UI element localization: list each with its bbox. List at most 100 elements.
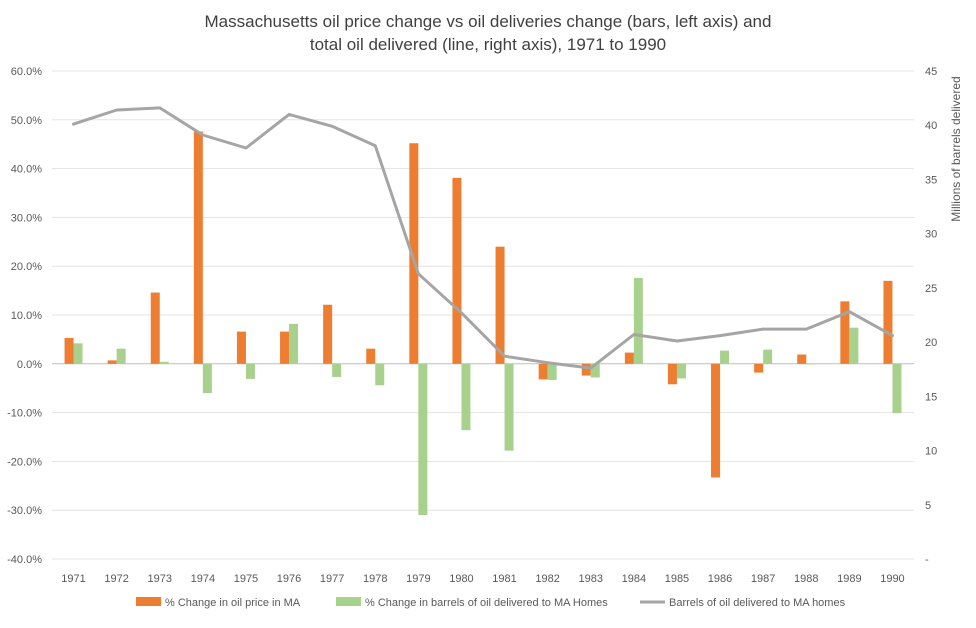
- x-tick-label: 1971: [61, 573, 85, 585]
- left-axis-ticks: -40.0% -30.0% -20.0% -10.0% 0.0% 10.0% 20.0% 30…: [7, 66, 42, 566]
- left-tick-label: 10.0%: [11, 310, 42, 322]
- x-tick-label: 1987: [751, 573, 775, 585]
- barrels-delivered-line: [72, 106, 894, 370]
- x-tick-label: 1977: [320, 573, 344, 585]
- right-tick-label: 40: [925, 120, 937, 132]
- deliveries-change-bar: [73, 343, 83, 364]
- price-change-bar: [883, 280, 893, 364]
- left-tick-label: 50.0%: [11, 115, 42, 127]
- x-tick-label: 1986: [708, 573, 732, 585]
- deliveries-change-bar: [806, 363, 816, 365]
- deliveries-change-bar: [159, 361, 169, 364]
- right-axis-title: Millions of barrels delivered: [949, 76, 963, 221]
- price-change-bar: [754, 363, 764, 373]
- deliveries-change-bar: [763, 349, 773, 364]
- right-tick-label: -: [925, 554, 929, 566]
- legend-label: % Change in barrels of oil delivered to …: [365, 597, 608, 609]
- price-change-bar: [624, 352, 634, 364]
- left-tick-label: -30.0%: [7, 505, 42, 517]
- left-tick-label: -20.0%: [7, 456, 42, 468]
- price-change-bar: [711, 363, 721, 478]
- bar-series: [64, 131, 902, 516]
- x-axis-ticks: 1971 1972 1973 1974 1975 1976 1977 1978 1979 1980…: [61, 573, 904, 585]
- deliveries-change-bar: [245, 363, 255, 379]
- legend-swatch: [336, 597, 361, 606]
- right-tick-label: 25: [925, 283, 937, 295]
- x-tick-label: 1976: [277, 573, 301, 585]
- right-tick-label: 35: [925, 174, 937, 186]
- price-change-bar: [667, 363, 677, 385]
- right-tick-label: 5: [925, 500, 931, 512]
- price-change-bar: [797, 354, 807, 364]
- x-tick-label: 1985: [665, 573, 689, 585]
- chart-title: Massachusetts oil price change vs oil de…: [0, 10, 976, 56]
- x-tick-label: 1978: [363, 573, 387, 585]
- legend-label: % Change in oil price in MA: [165, 597, 301, 609]
- price-change-bar: [107, 360, 117, 364]
- x-tick-label: 1989: [837, 573, 861, 585]
- price-change-bar: [236, 331, 246, 364]
- x-tick-label: 1972: [104, 573, 128, 585]
- left-tick-label: 30.0%: [11, 212, 42, 224]
- price-change-bar: [538, 363, 548, 380]
- price-change-bar: [452, 177, 462, 364]
- x-tick-label: 1990: [880, 573, 904, 585]
- deliveries-change-bar: [461, 363, 471, 431]
- right-tick-label: 30: [925, 229, 937, 241]
- price-change-bar: [409, 143, 419, 364]
- left-tick-label: -10.0%: [7, 408, 42, 420]
- chart-title-line-2: total oil delivered (line, right axis), …: [309, 35, 667, 54]
- x-tick-label: 1983: [579, 573, 603, 585]
- gridlines: [52, 70, 914, 560]
- deliveries-change-bar: [676, 363, 686, 379]
- deliveries-change-bar: [590, 363, 600, 378]
- price-change-bar: [581, 363, 591, 376]
- left-tick-label: 0.0%: [17, 359, 42, 371]
- left-tick-label: -40.0%: [7, 554, 42, 566]
- deliveries-change-bar: [332, 363, 342, 377]
- legend: % Change in oil price in MA % Change in b…: [136, 597, 846, 609]
- deliveries-change-bar: [547, 363, 557, 380]
- price-change-bar: [280, 331, 290, 364]
- right-tick-label: 45: [925, 66, 937, 78]
- deliveries-change-bar: [720, 350, 730, 364]
- x-tick-label: 1973: [148, 573, 172, 585]
- right-axis-ticks: - 5 10 15 20 25 30 35 40 45: [925, 66, 937, 566]
- deliveries-change-bar: [892, 363, 902, 414]
- deliveries-change-bar: [633, 277, 643, 364]
- deliveries-change-bar: [202, 363, 212, 394]
- price-change-bar: [366, 348, 376, 364]
- x-tick-label: 1984: [622, 573, 646, 585]
- x-tick-label: 1975: [234, 573, 258, 585]
- right-tick-label: 10: [925, 446, 937, 458]
- deliveries-change-bar: [116, 348, 126, 364]
- deliveries-change-bar: [375, 363, 385, 386]
- left-tick-label: 40.0%: [11, 164, 42, 176]
- deliveries-change-bar: [418, 363, 428, 516]
- x-tick-label: 1980: [449, 573, 473, 585]
- deliveries-change-bar: [504, 363, 514, 451]
- chart-title-line-1: Massachusetts oil price change vs oil de…: [204, 12, 772, 31]
- right-tick-label: 20: [925, 337, 937, 349]
- right-tick-label: 15: [925, 391, 937, 403]
- price-change-bar: [323, 304, 333, 364]
- price-change-bar: [840, 301, 850, 364]
- x-tick-label: 1974: [191, 573, 215, 585]
- deliveries-change-bar: [289, 323, 299, 364]
- price-change-bar: [495, 246, 505, 364]
- deliveries-change-bar: [849, 327, 859, 364]
- legend-swatch: [136, 597, 161, 606]
- x-tick-label: 1979: [406, 573, 430, 585]
- left-tick-label: 20.0%: [11, 261, 42, 273]
- price-change-bar: [193, 131, 203, 364]
- line-series: [72, 106, 894, 370]
- price-change-bar: [150, 292, 160, 364]
- x-tick-label: 1981: [492, 573, 516, 585]
- left-tick-label: 60.0%: [11, 66, 42, 78]
- x-tick-label: 1988: [794, 573, 818, 585]
- price-change-bar: [64, 337, 74, 364]
- x-tick-label: 1982: [535, 573, 559, 585]
- legend-label: Barrels of oil delivered to MA homes: [669, 597, 846, 609]
